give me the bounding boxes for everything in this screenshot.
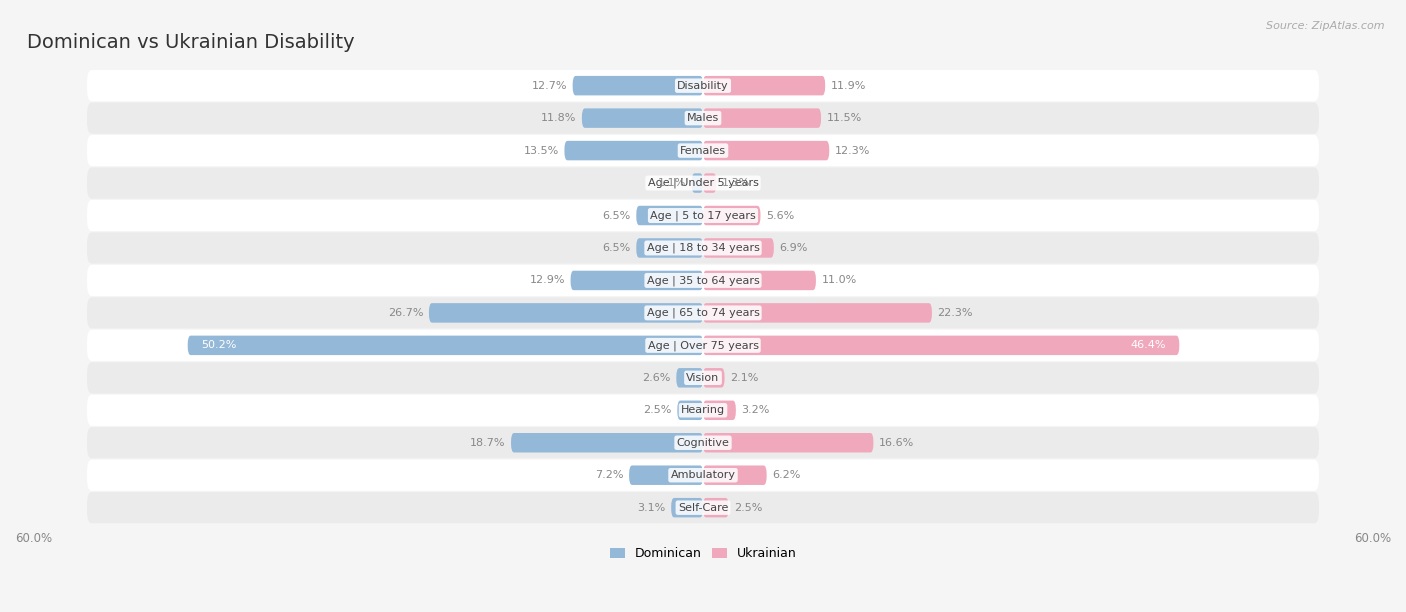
Text: 12.3%: 12.3% [835, 146, 870, 155]
FancyBboxPatch shape [87, 265, 1319, 296]
FancyBboxPatch shape [87, 103, 1319, 133]
Text: Cognitive: Cognitive [676, 438, 730, 448]
Text: Ambulatory: Ambulatory [671, 470, 735, 480]
Text: 11.0%: 11.0% [821, 275, 856, 285]
Text: 3.2%: 3.2% [741, 405, 770, 416]
Text: Disability: Disability [678, 81, 728, 91]
Text: 6.5%: 6.5% [602, 243, 631, 253]
FancyBboxPatch shape [703, 76, 825, 95]
FancyBboxPatch shape [188, 335, 703, 355]
FancyBboxPatch shape [87, 330, 1319, 361]
Text: Age | 65 to 74 years: Age | 65 to 74 years [647, 308, 759, 318]
FancyBboxPatch shape [87, 70, 1319, 101]
FancyBboxPatch shape [703, 238, 773, 258]
FancyBboxPatch shape [510, 433, 703, 452]
FancyBboxPatch shape [87, 297, 1319, 329]
Text: 7.2%: 7.2% [595, 470, 623, 480]
FancyBboxPatch shape [703, 206, 761, 225]
Text: 2.5%: 2.5% [734, 502, 762, 513]
Text: 16.6%: 16.6% [879, 438, 914, 448]
FancyBboxPatch shape [676, 368, 703, 387]
FancyBboxPatch shape [703, 368, 724, 387]
FancyBboxPatch shape [571, 271, 703, 290]
Text: Dominican vs Ukrainian Disability: Dominican vs Ukrainian Disability [27, 34, 354, 53]
Text: 13.5%: 13.5% [523, 146, 558, 155]
FancyBboxPatch shape [87, 200, 1319, 231]
Legend: Dominican, Ukrainian: Dominican, Ukrainian [605, 542, 801, 565]
Text: 18.7%: 18.7% [470, 438, 506, 448]
Text: 6.9%: 6.9% [779, 243, 808, 253]
FancyBboxPatch shape [582, 108, 703, 128]
Text: Vision: Vision [686, 373, 720, 383]
FancyBboxPatch shape [703, 335, 1180, 355]
FancyBboxPatch shape [572, 76, 703, 95]
FancyBboxPatch shape [678, 400, 703, 420]
Text: Self-Care: Self-Care [678, 502, 728, 513]
FancyBboxPatch shape [703, 141, 830, 160]
FancyBboxPatch shape [87, 362, 1319, 394]
FancyBboxPatch shape [429, 303, 703, 323]
Text: 2.1%: 2.1% [730, 373, 758, 383]
Text: 11.9%: 11.9% [831, 81, 866, 91]
FancyBboxPatch shape [703, 400, 735, 420]
Text: 26.7%: 26.7% [388, 308, 423, 318]
FancyBboxPatch shape [703, 303, 932, 323]
Text: 50.2%: 50.2% [201, 340, 236, 350]
Text: 22.3%: 22.3% [938, 308, 973, 318]
Text: Hearing: Hearing [681, 405, 725, 416]
Text: 2.5%: 2.5% [644, 405, 672, 416]
FancyBboxPatch shape [703, 173, 716, 193]
FancyBboxPatch shape [703, 271, 815, 290]
FancyBboxPatch shape [703, 498, 728, 517]
Text: 5.6%: 5.6% [766, 211, 794, 220]
FancyBboxPatch shape [637, 238, 703, 258]
FancyBboxPatch shape [703, 466, 766, 485]
Text: Age | 35 to 64 years: Age | 35 to 64 years [647, 275, 759, 286]
FancyBboxPatch shape [87, 395, 1319, 426]
Text: 11.5%: 11.5% [827, 113, 862, 123]
FancyBboxPatch shape [564, 141, 703, 160]
Text: 12.9%: 12.9% [530, 275, 565, 285]
FancyBboxPatch shape [628, 466, 703, 485]
FancyBboxPatch shape [87, 427, 1319, 458]
Text: Age | 5 to 17 years: Age | 5 to 17 years [650, 211, 756, 221]
FancyBboxPatch shape [703, 433, 873, 452]
Text: Age | 18 to 34 years: Age | 18 to 34 years [647, 243, 759, 253]
Text: Age | Under 5 years: Age | Under 5 years [648, 178, 758, 188]
Text: 1.3%: 1.3% [721, 178, 751, 188]
Text: 6.5%: 6.5% [602, 211, 631, 220]
Text: 6.2%: 6.2% [772, 470, 800, 480]
Text: 2.6%: 2.6% [643, 373, 671, 383]
Text: 1.1%: 1.1% [658, 178, 686, 188]
Text: 46.4%: 46.4% [1130, 340, 1166, 350]
Text: Females: Females [681, 146, 725, 155]
Text: 11.8%: 11.8% [541, 113, 576, 123]
FancyBboxPatch shape [692, 173, 703, 193]
FancyBboxPatch shape [87, 168, 1319, 199]
FancyBboxPatch shape [671, 498, 703, 517]
Text: Source: ZipAtlas.com: Source: ZipAtlas.com [1267, 21, 1385, 31]
FancyBboxPatch shape [637, 206, 703, 225]
Text: Males: Males [688, 113, 718, 123]
Text: Age | Over 75 years: Age | Over 75 years [648, 340, 758, 351]
Text: 3.1%: 3.1% [637, 502, 665, 513]
FancyBboxPatch shape [703, 108, 821, 128]
FancyBboxPatch shape [87, 233, 1319, 264]
FancyBboxPatch shape [87, 460, 1319, 491]
FancyBboxPatch shape [87, 135, 1319, 166]
Text: 12.7%: 12.7% [531, 81, 567, 91]
FancyBboxPatch shape [87, 492, 1319, 523]
